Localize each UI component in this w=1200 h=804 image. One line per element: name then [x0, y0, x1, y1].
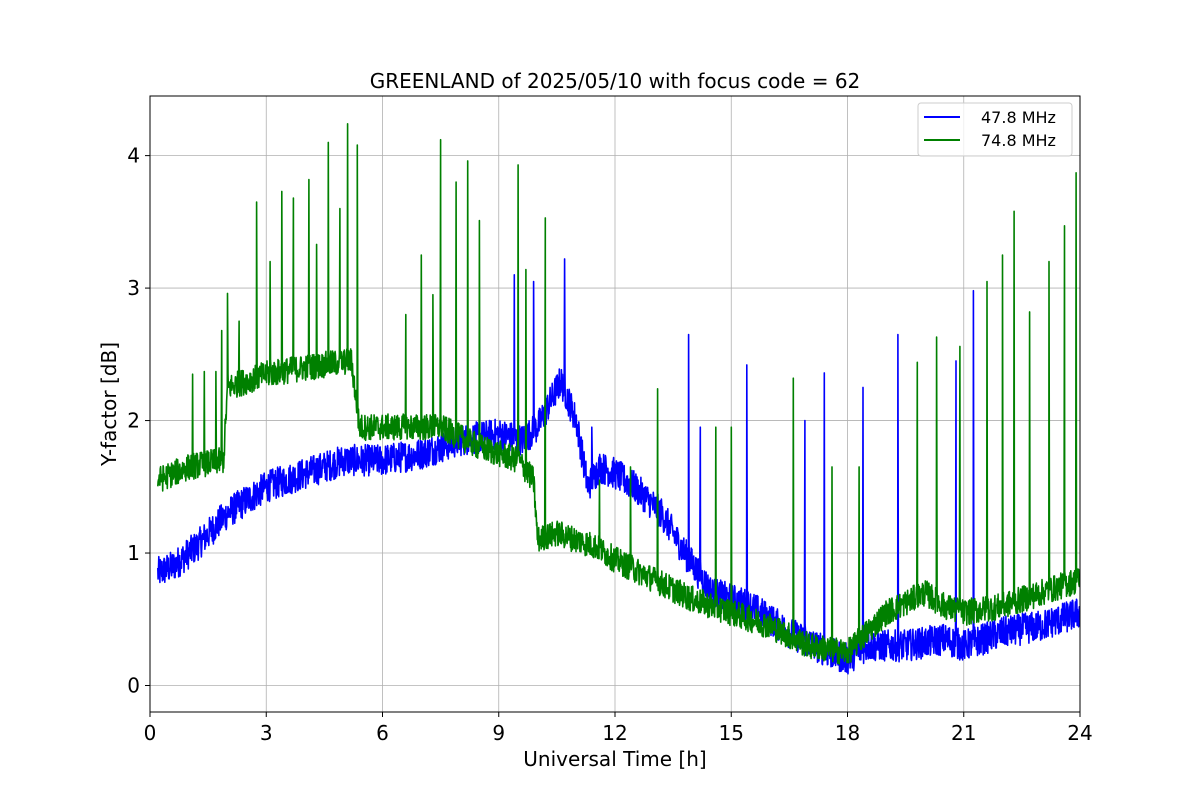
x-tick-label: 6	[376, 721, 389, 745]
x-tick-label: 9	[492, 721, 505, 745]
y-tick-label: 1	[127, 541, 140, 565]
chart-title: GREENLAND of 2025/05/10 with focus code …	[370, 69, 861, 93]
series-layer	[157, 123, 1080, 675]
series-line-1	[157, 258, 1080, 675]
y-axis-label: Y-factor [dB]	[97, 342, 121, 467]
x-tick-label: 18	[835, 721, 860, 745]
x-tick-label: 21	[951, 721, 976, 745]
series-line-2	[157, 123, 1080, 665]
x-tick-label: 24	[1067, 721, 1092, 745]
x-tick-label: 3	[260, 721, 273, 745]
y-tick-label: 3	[127, 276, 140, 300]
legend-label-series-1: 47.8 MHz	[981, 108, 1056, 127]
x-tick-label: 15	[719, 721, 744, 745]
x-tick-label: 0	[144, 721, 157, 745]
y-tick-label: 0	[127, 674, 140, 698]
y-tick-label: 2	[127, 409, 140, 433]
x-axis-label: Universal Time [h]	[523, 747, 706, 771]
y-axis-ticks: 0 1 2 3 4	[127, 144, 150, 698]
legend-label-series-2: 74.8 MHz	[981, 131, 1056, 150]
legend: 47.8 MHz 74.8 MHz	[917, 102, 1073, 157]
y-tick-label: 4	[127, 144, 140, 168]
x-tick-label: 12	[602, 721, 627, 745]
x-axis-ticks: 0 3 6 9 12 15 18 21 24	[144, 712, 1093, 745]
